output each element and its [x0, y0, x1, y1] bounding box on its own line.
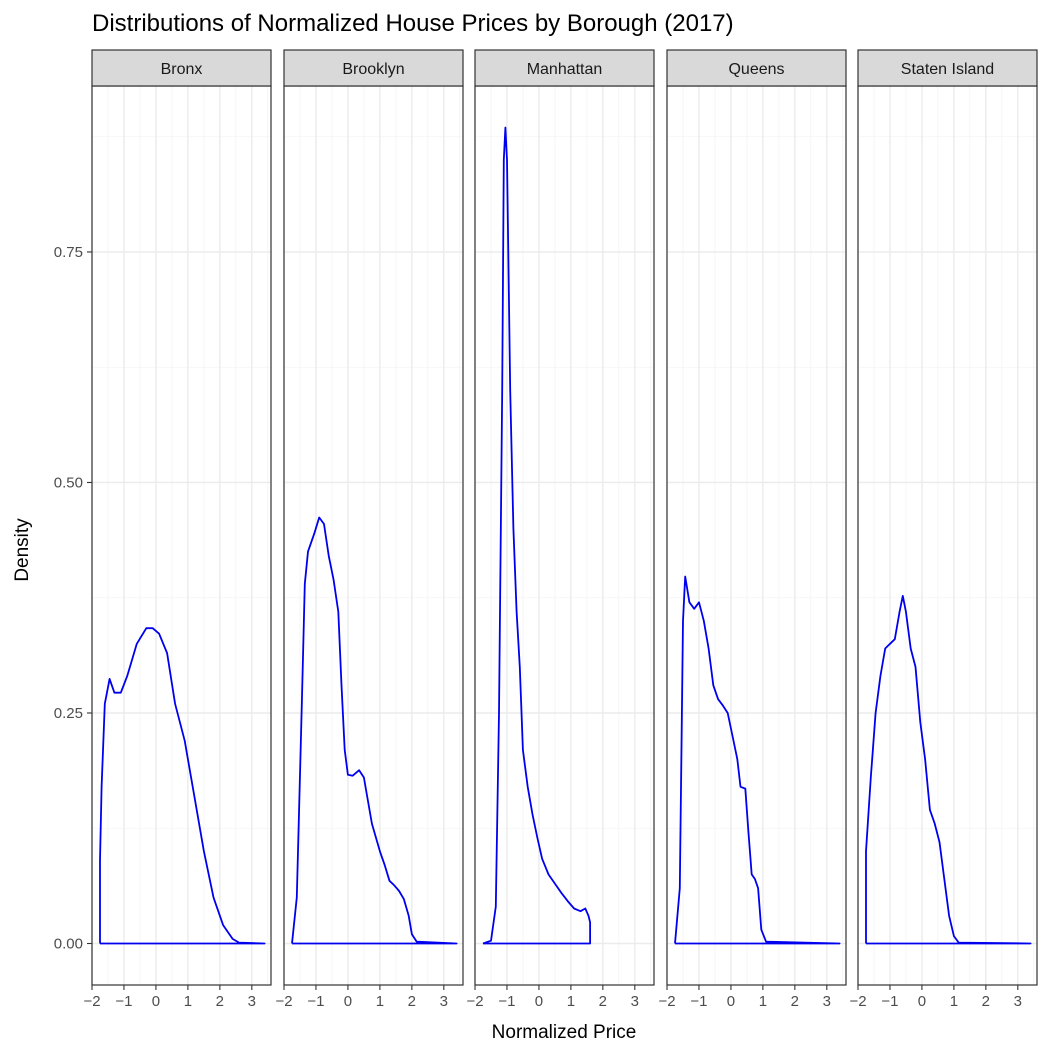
facet-strip	[666, 49, 847, 87]
x-tick-label: 3	[631, 993, 639, 1010]
facet-label: Manhattan	[527, 61, 603, 78]
x-axis-manhattan: −2 −1 0 1 2 3	[466, 985, 639, 1010]
x-tick-label: 3	[1014, 993, 1022, 1010]
y-axis-title: Density	[12, 518, 33, 582]
x-axis-bronx: −2 −1 0 1 2 3	[83, 985, 256, 1010]
facet-strip	[283, 49, 464, 87]
facet-label: Bronx	[161, 61, 203, 78]
x-tick-label: 0	[918, 993, 926, 1010]
x-axes: −2 −1 0 1 2 3 −2 −1 0 1 2 3 −2 −1 0 1 2 3 −2 −1 0 1 2 3 −2 −1 0 1 2 3	[83, 985, 1022, 1010]
panel-background	[475, 86, 654, 985]
x-axis-brooklyn: −2 −1 0 1 2 3	[275, 985, 448, 1010]
y-axis: 0.00 0.25 0.50 0.75	[54, 244, 92, 953]
facet-strip	[91, 49, 272, 87]
y-tick-label: 0.25	[54, 705, 83, 722]
x-tick-label: 2	[982, 993, 990, 1010]
x-tick-label: 1	[184, 993, 192, 1010]
panel-bronx: Bronx	[91, 49, 272, 986]
x-tick-label: 1	[950, 993, 958, 1010]
panel-background	[92, 86, 271, 985]
x-axis-queens: −2 −1 0 1 2 3	[658, 985, 831, 1010]
x-tick-label: 0	[727, 993, 735, 1010]
x-tick-label: 2	[408, 993, 416, 1010]
density-line-staten-island	[865, 595, 1032, 945]
panel-background	[284, 86, 463, 985]
x-tick-label: 0	[152, 993, 160, 1010]
panel-queens: Queens	[666, 49, 847, 986]
x-tick-label: 2	[216, 993, 224, 1010]
y-tick-label: 0.00	[54, 936, 83, 953]
x-tick-label: −1	[115, 993, 132, 1010]
facet-label: Brooklyn	[342, 61, 404, 78]
x-tick-label: 2	[791, 993, 799, 1010]
x-tick-label: −1	[690, 993, 707, 1010]
panel-manhattan: Manhattan	[474, 49, 655, 986]
x-tick-label: −1	[881, 993, 898, 1010]
chart-title: Distributions of Normalized House Prices…	[92, 10, 734, 37]
x-tick-label: 3	[440, 993, 448, 1010]
x-tick-label: 1	[759, 993, 767, 1010]
panel-brooklyn: Brooklyn	[283, 49, 464, 986]
panel-background	[858, 86, 1037, 985]
x-tick-label: −2	[849, 993, 866, 1010]
x-tick-label: −1	[307, 993, 324, 1010]
x-tick-label: 1	[376, 993, 384, 1010]
density-line-brooklyn	[291, 516, 458, 945]
x-tick-label: −1	[498, 993, 515, 1010]
density-line-queens	[674, 575, 841, 945]
facet-strip	[857, 49, 1038, 87]
x-tick-label: 0	[535, 993, 543, 1010]
density-line-bronx	[99, 627, 266, 945]
x-axis-title: Normalized Price	[492, 1022, 637, 1043]
x-tick-label: −2	[466, 993, 483, 1010]
x-tick-label: −2	[275, 993, 292, 1010]
y-tick-label: 0.75	[54, 244, 83, 261]
facet-label: Queens	[728, 61, 784, 78]
facet-panels: Bronx Brooklyn Manhattan Queens Staten Islan…	[91, 49, 1038, 986]
x-tick-label: 3	[823, 993, 831, 1010]
x-tick-label: 1	[567, 993, 575, 1010]
panel-staten-island: Staten Island	[857, 49, 1038, 986]
x-tick-label: −2	[658, 993, 675, 1010]
x-axis-staten-island: −2 −1 0 1 2 3	[849, 985, 1022, 1010]
x-tick-label: 3	[248, 993, 256, 1010]
facet-label: Staten Island	[901, 61, 994, 78]
x-tick-label: −2	[83, 993, 100, 1010]
panel-background	[667, 86, 846, 985]
density-line-manhattan	[482, 126, 591, 945]
facet-strip	[474, 49, 655, 87]
x-tick-label: 0	[344, 993, 352, 1010]
y-tick-label: 0.50	[54, 474, 83, 491]
x-tick-label: 2	[599, 993, 607, 1010]
